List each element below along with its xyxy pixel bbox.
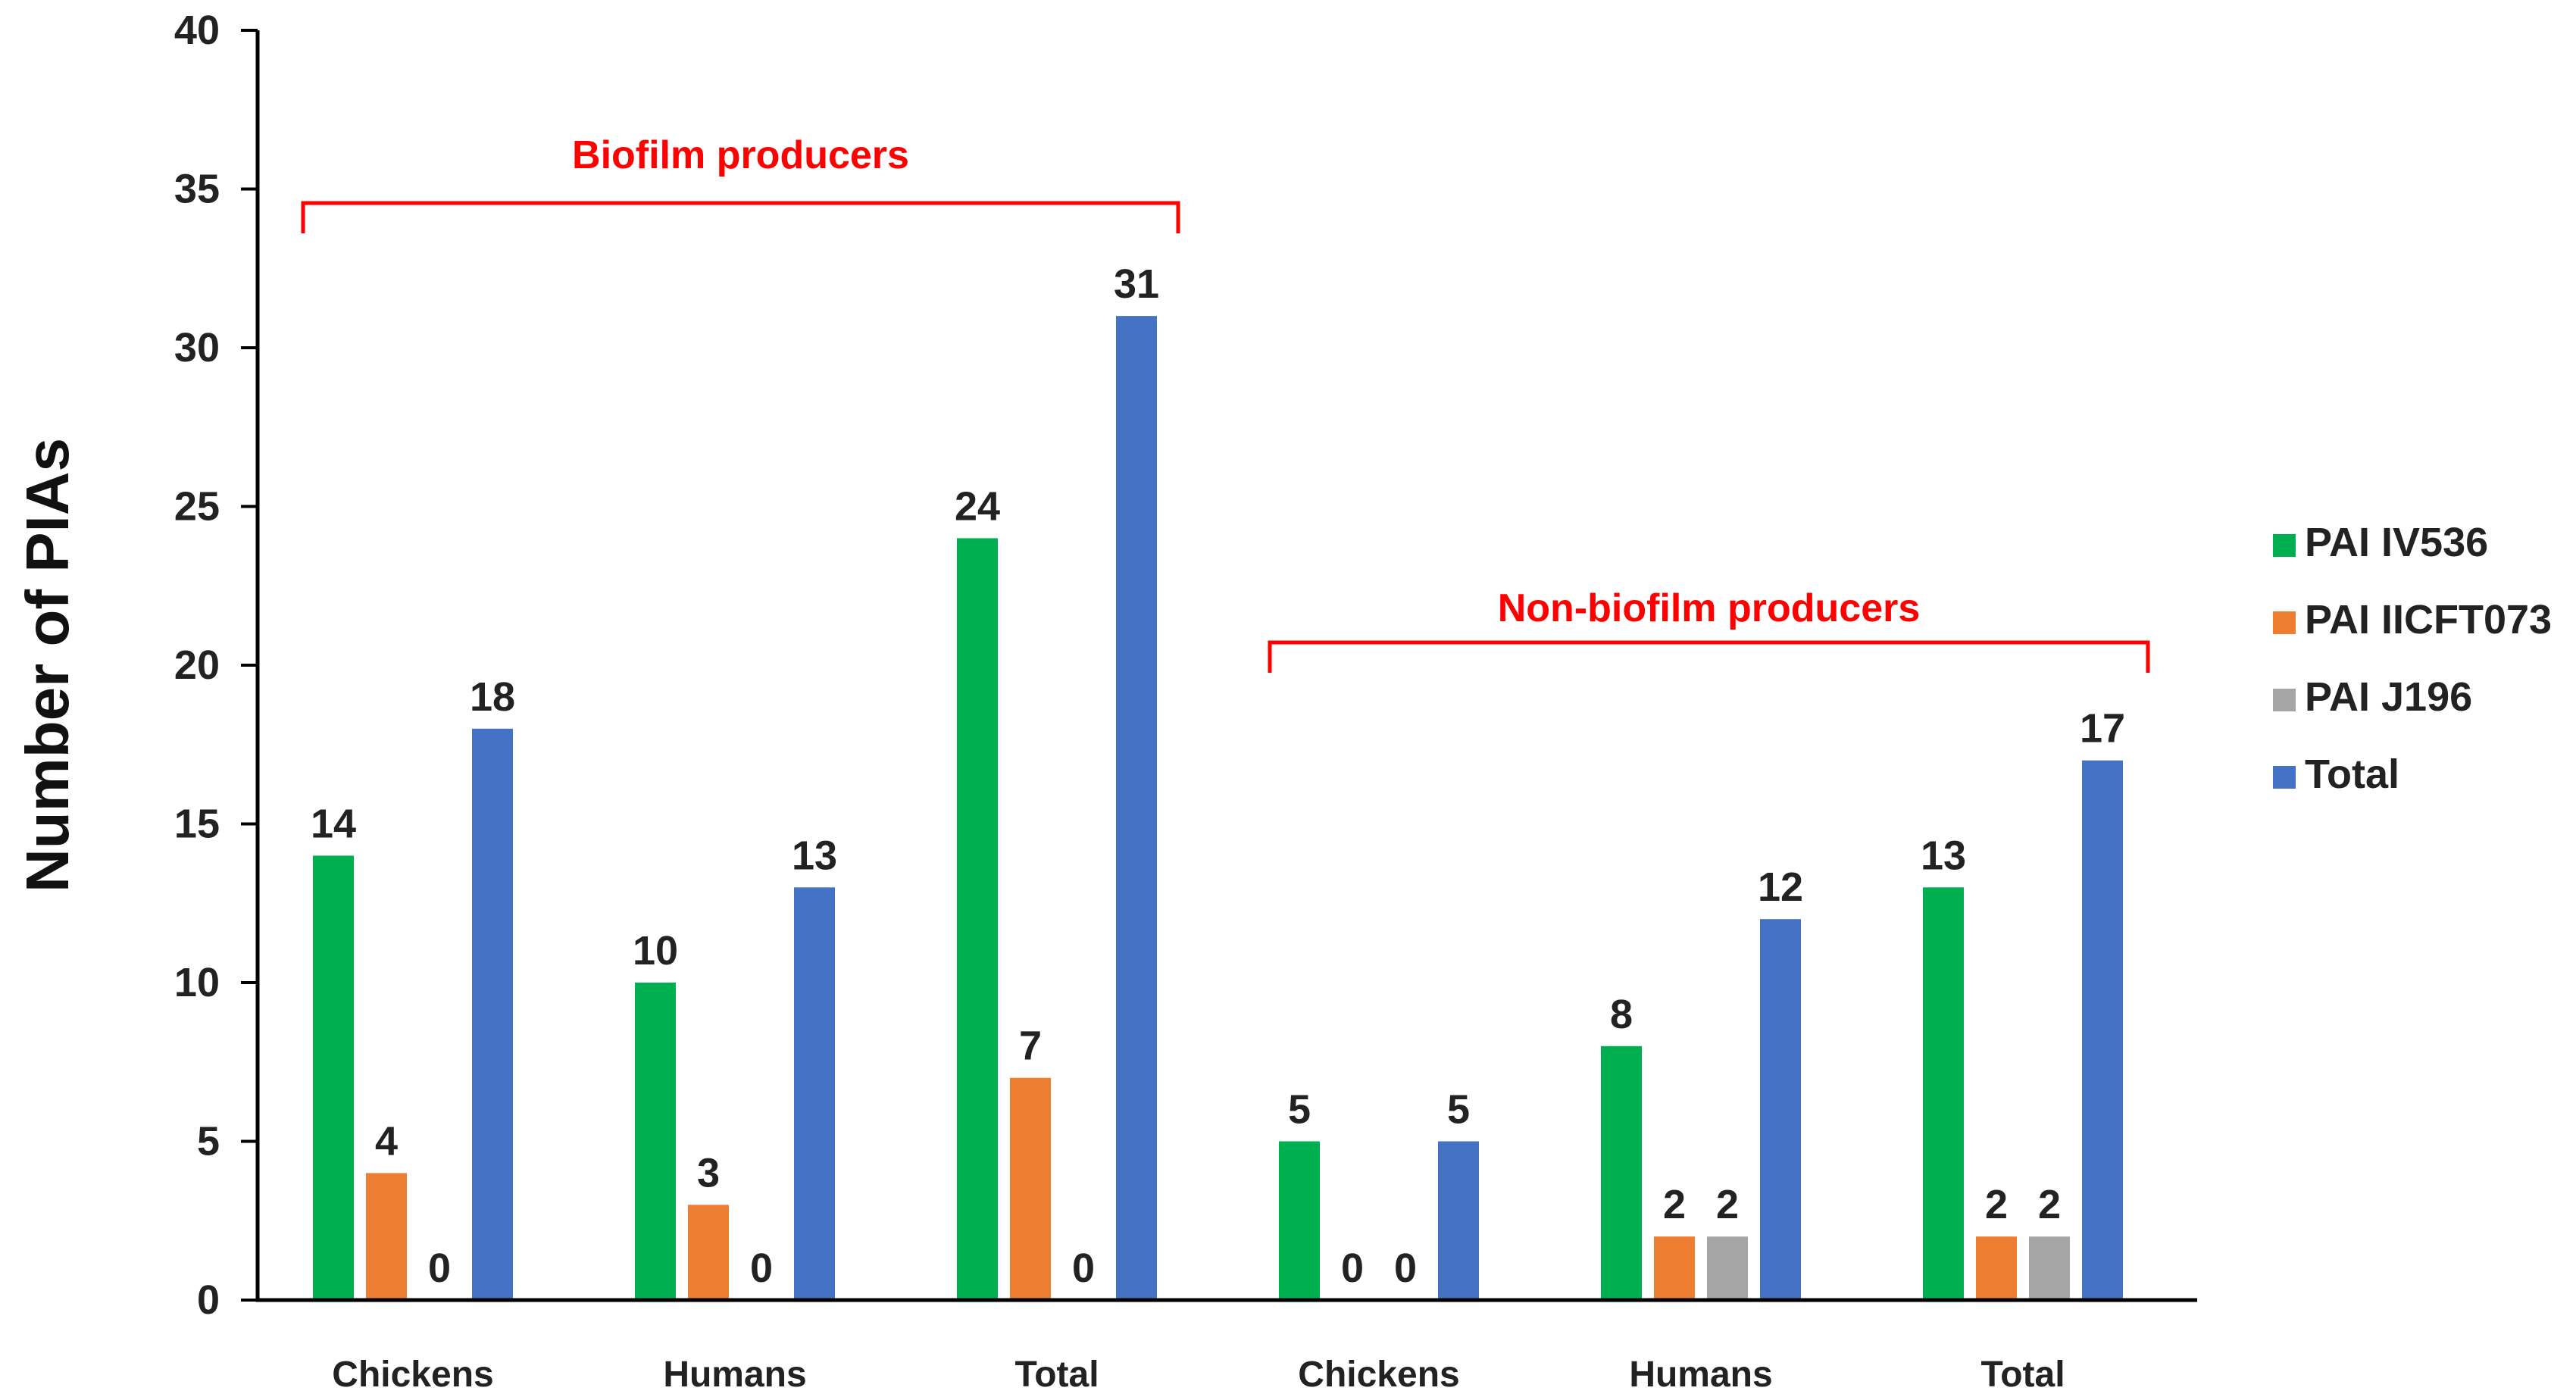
data-label-2-0: 24: [955, 483, 1000, 529]
x-tick-label-3: Chickens: [1298, 1355, 1459, 1394]
x-tick-label-0: Chickens: [332, 1355, 493, 1394]
y-tick-label-1: 5: [197, 1119, 220, 1164]
group-brackets-layer: Biofilm producers Non-biofilm producers: [301, 133, 2150, 673]
data-label-1-0: 10: [633, 928, 678, 974]
y-tick-label-5: 25: [174, 484, 220, 530]
data-label-4-2: 2: [1716, 1182, 1739, 1227]
group-bracket-1: [1268, 640, 2150, 673]
y-tick-label-4: 20: [174, 642, 220, 688]
data-label-4-0: 8: [1610, 992, 1633, 1037]
data-label-0-0: 14: [311, 801, 356, 846]
data-label-1-1: 3: [697, 1150, 720, 1196]
legend-swatch-1: [2273, 611, 2296, 634]
legend-swatch-3: [2273, 766, 2296, 789]
x-tick-label-5: Total: [1980, 1355, 2065, 1394]
data-label-1-2: 0: [750, 1246, 773, 1291]
bar-5-1: [1976, 1236, 2017, 1300]
y-tick-label-6: 30: [174, 325, 220, 370]
y-tick-label-8: 40: [174, 8, 220, 53]
legend: PAI IV536 PAI IICFT073 PAI J196 Total: [2273, 520, 2552, 797]
bar-2-3: [1116, 316, 1157, 1301]
x-tick-label-2: Total: [1014, 1355, 1099, 1394]
legend-label-1: PAI IICFT073: [2305, 597, 2552, 642]
data-label-3-3: 5: [1447, 1087, 1470, 1133]
bar-1-1: [688, 1205, 729, 1300]
bar-1-3: [794, 887, 835, 1300]
bar-0-0: [313, 855, 354, 1300]
legend-label-3: Total: [2305, 752, 2399, 797]
data-label-0-2: 0: [428, 1246, 451, 1291]
bar-1-0: [635, 983, 676, 1300]
data-label-3-1: 0: [1341, 1246, 1364, 1291]
bars-layer: [313, 316, 2123, 1301]
data-label-3-2: 0: [1394, 1246, 1417, 1291]
y-axis-title: Number of PIAs: [14, 438, 81, 892]
data-label-2-3: 31: [1114, 261, 1159, 307]
data-label-5-0: 13: [1921, 833, 1966, 878]
bar-5-2: [2029, 1236, 2070, 1300]
bar-4-0: [1601, 1046, 1642, 1300]
y-tick-label-0: 0: [197, 1277, 220, 1323]
bar-2-0: [957, 538, 998, 1300]
data-label-2-2: 0: [1072, 1246, 1095, 1291]
data-label-2-1: 7: [1019, 1024, 1042, 1069]
bar-0-1: [366, 1173, 407, 1300]
group-bracket-0: [301, 201, 1180, 233]
data-label-5-3: 17: [2080, 706, 2125, 752]
data-label-5-1: 2: [1985, 1182, 2008, 1227]
data-label-0-1: 4: [375, 1118, 398, 1164]
legend-label-0: PAI IV536: [2305, 520, 2488, 565]
bar-3-0: [1279, 1141, 1320, 1300]
bar-2-1: [1010, 1077, 1051, 1300]
data-label-4-1: 2: [1663, 1182, 1686, 1227]
bar-4-2: [1707, 1236, 1748, 1300]
legend-swatch-2: [2273, 689, 2296, 711]
data-label-5-2: 2: [2038, 1182, 2061, 1227]
bar-5-3: [2082, 760, 2123, 1300]
group-label-0: Biofilm producers: [572, 133, 909, 177]
data-label-1-3: 13: [792, 833, 837, 878]
legend-swatch-0: [2273, 534, 2296, 557]
bar-4-3: [1760, 919, 1801, 1300]
group-label-1: Non-biofilm producers: [1498, 586, 1921, 630]
data-label-0-3: 18: [470, 674, 515, 720]
bar-0-3: [472, 728, 513, 1300]
legend-label-2: PAI J196: [2305, 674, 2472, 720]
x-tick-label-4: Humans: [1629, 1355, 1772, 1394]
data-label-3-0: 5: [1288, 1087, 1311, 1133]
data-label-4-3: 12: [1758, 864, 1803, 910]
x-tick-label-1: Humans: [663, 1355, 806, 1394]
bar-5-0: [1923, 887, 1964, 1300]
y-tick-label-2: 10: [174, 960, 220, 1005]
y-tick-label-7: 35: [174, 167, 220, 212]
bar-3-3: [1438, 1141, 1479, 1300]
y-tick-label-3: 15: [174, 802, 220, 847]
bar-4-1: [1654, 1236, 1695, 1300]
